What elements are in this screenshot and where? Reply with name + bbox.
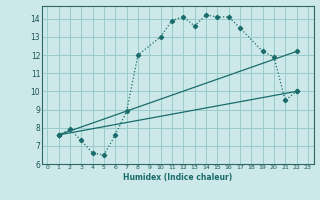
X-axis label: Humidex (Indice chaleur): Humidex (Indice chaleur) — [123, 173, 232, 182]
